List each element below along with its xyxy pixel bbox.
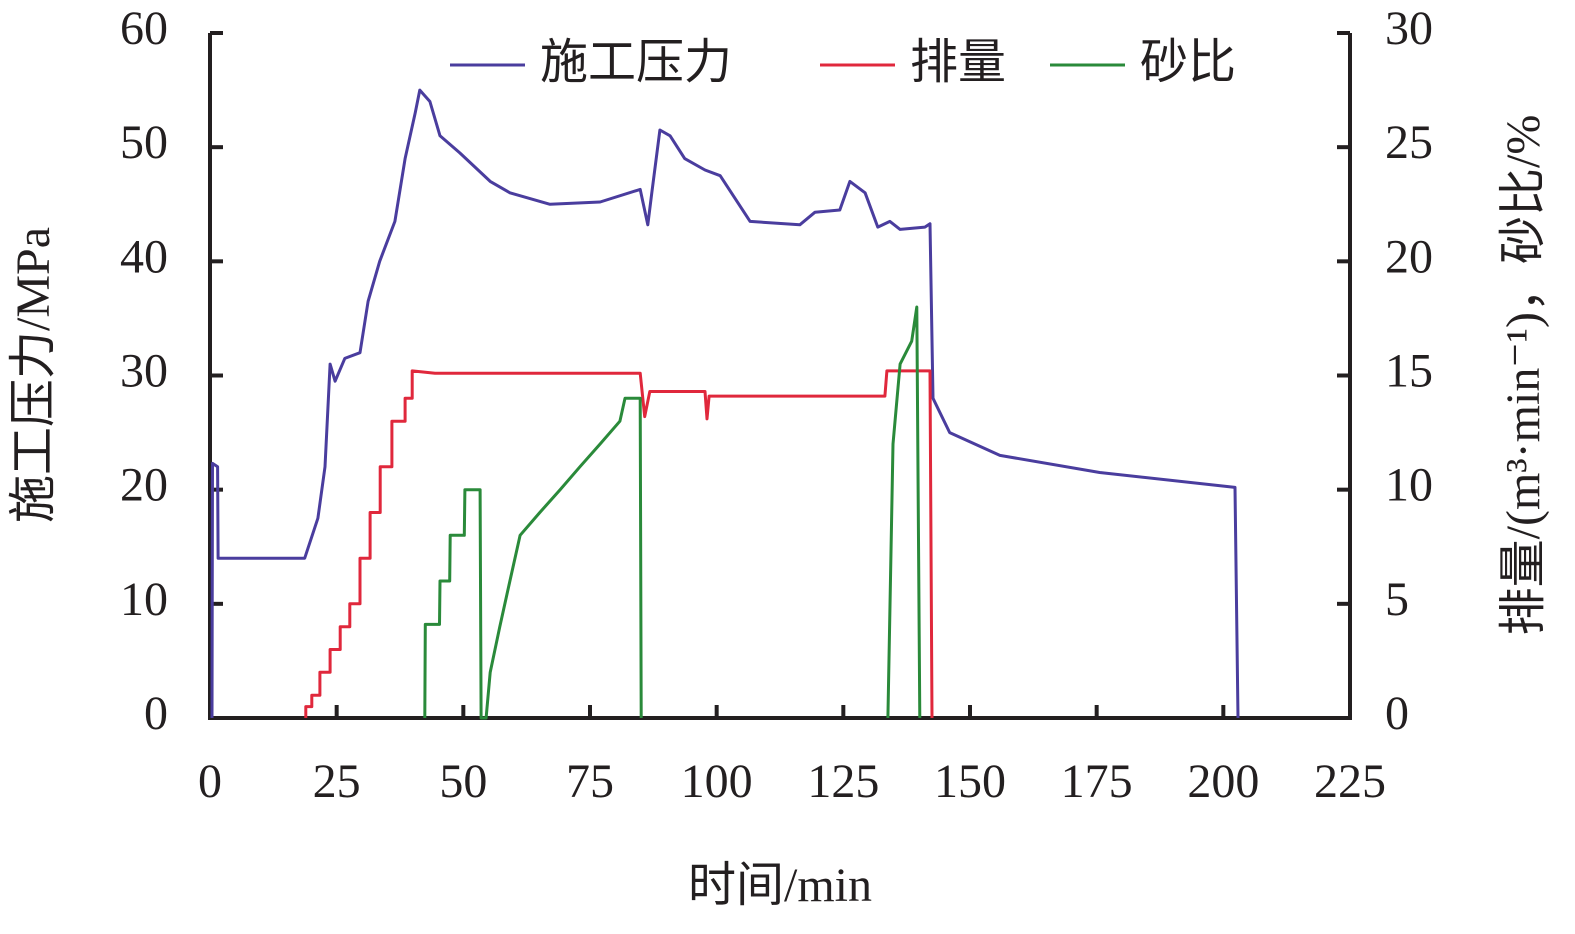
x-tick-label: 50 bbox=[439, 755, 487, 808]
x-tick-label: 25 bbox=[313, 755, 361, 808]
y-tick-label: 40 bbox=[120, 230, 168, 283]
y-tick-label: 60 bbox=[120, 2, 168, 55]
y2-tick-label: 30 bbox=[1385, 2, 1433, 55]
x-tick-label: 100 bbox=[681, 755, 753, 808]
y-tick-label: 0 bbox=[144, 687, 168, 740]
y2-tick-label: 20 bbox=[1385, 230, 1433, 283]
legend-label: 施工压力 bbox=[540, 36, 732, 89]
y-tick-label: 30 bbox=[120, 345, 168, 398]
y-tick-label: 50 bbox=[120, 116, 168, 169]
y2-tick-label: 25 bbox=[1385, 116, 1433, 169]
series-line bbox=[210, 88, 1240, 719]
y2-axis-label: 排量/(m³·min⁻¹)，砂比/% bbox=[1497, 115, 1550, 636]
x-tick-label: 0 bbox=[198, 755, 222, 808]
x-tick-label: 175 bbox=[1061, 755, 1133, 808]
series-line bbox=[423, 305, 922, 720]
y-tick-label: 10 bbox=[120, 573, 168, 626]
y2-tick-label: 5 bbox=[1385, 573, 1409, 626]
y2-tick-label: 15 bbox=[1385, 345, 1433, 398]
x-tick-label: 200 bbox=[1187, 755, 1259, 808]
legend-label: 排量 bbox=[910, 36, 1006, 89]
y-axis-label: 施工压力/MPa bbox=[7, 227, 60, 523]
x-tick-label: 225 bbox=[1314, 755, 1386, 808]
x-tick-label: 150 bbox=[934, 755, 1006, 808]
y-tick-label: 20 bbox=[120, 459, 168, 512]
legend-label: 砂比 bbox=[1140, 36, 1236, 89]
x-tick-label: 75 bbox=[566, 755, 614, 808]
y2-tick-label: 10 bbox=[1385, 459, 1433, 512]
series-line bbox=[304, 369, 934, 719]
x-axis-label: 时间/min bbox=[688, 859, 872, 912]
y2-tick-label: 0 bbox=[1385, 687, 1409, 740]
x-tick-label: 125 bbox=[807, 755, 879, 808]
